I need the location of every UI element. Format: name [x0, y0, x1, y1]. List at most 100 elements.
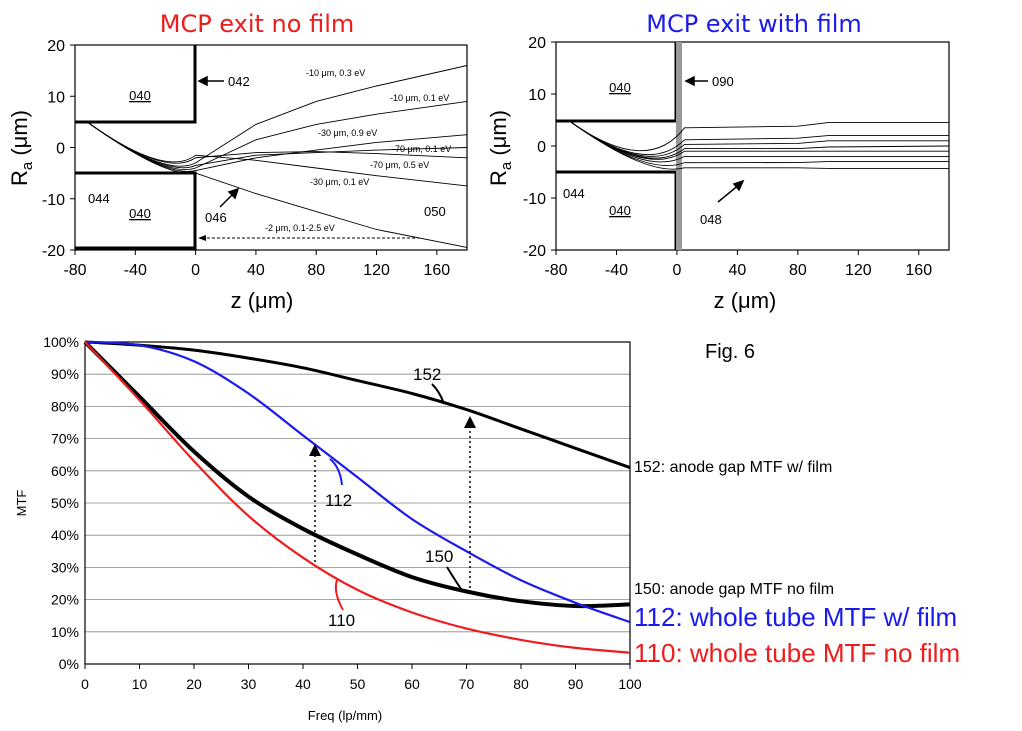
x-tick-label: 0 — [672, 262, 681, 279]
y-tick-label: 90% — [51, 366, 79, 382]
panel-title: MCP exit no film — [160, 10, 355, 38]
x-tick-label: 80 — [513, 676, 529, 692]
x-tick-label: 60 — [404, 676, 420, 692]
x-tick-label: 80 — [307, 262, 325, 279]
x-tick-label: 50 — [350, 676, 366, 692]
panel-no-film: MCP exit no film 040 040 042 044 046 050… — [7, 10, 468, 313]
y-tick-label: 100% — [43, 334, 79, 350]
x-tick-label: 160 — [905, 262, 932, 279]
y-axis-label: Ra (μm) — [7, 110, 36, 186]
mtf-series-line — [84, 340, 631, 624]
label-048: 048 — [700, 212, 722, 227]
axis-ticks: 0% 10% 20% 30% 40% 50% 60% 70% 80% 90% 100% 0 10 20 30… — [43, 334, 642, 692]
x-tick-label: 40 — [728, 262, 746, 279]
x-tick-label: 40 — [247, 262, 265, 279]
y-tick-label: 20 — [47, 38, 65, 55]
y-tick-label: 80% — [51, 398, 79, 414]
traj-label: -10 μm, 0.3 eV — [306, 68, 365, 78]
gridlines — [85, 341, 630, 665]
callout-ticks — [329, 383, 462, 611]
y-tick-label: 70% — [51, 431, 79, 447]
traj-label: -30 μm, 0.1 eV — [310, 177, 369, 187]
trajectory-line — [567, 119, 949, 155]
curve-label-150: 150 — [425, 547, 453, 566]
x-tick-label: 120 — [363, 262, 390, 279]
label-040-top: 040 — [609, 80, 631, 95]
x-tick-label: 0 — [81, 676, 89, 692]
label-044: 044 — [563, 186, 585, 201]
mtf-series-line — [83, 340, 631, 609]
curve-label-152: 152 — [413, 365, 441, 384]
legend-112: 112: whole tube MTF w/ film — [634, 602, 957, 632]
x-tick-label: -40 — [124, 262, 147, 279]
label-090: 090 — [712, 74, 734, 89]
label-046: 046 — [205, 210, 227, 225]
x-tick-label: 10 — [132, 676, 148, 692]
label-040-top: 040 — [129, 88, 151, 103]
label-050: 050 — [424, 204, 446, 219]
legend-150: 150: anode gap MTF no film — [634, 581, 834, 598]
annotation-arrows — [197, 75, 240, 208]
label-044: 044 — [88, 191, 110, 206]
mtf-chart: 0% 10% 20% 30% 40% 50% 60% 70% 80% 90% 100% 0 10 20 30… — [14, 334, 960, 723]
x-tick-label: 120 — [845, 262, 872, 279]
x-tick-label: 100 — [618, 676, 642, 692]
curve-label-110: 110 — [328, 611, 355, 630]
y-tick-label: 50% — [51, 495, 79, 511]
x-axis-label: Freq (lp/mm) — [308, 708, 382, 723]
traj-label: -70 μm, 0.5 eV — [370, 160, 429, 170]
y-tick-label: -20 — [523, 243, 546, 260]
improvement-arrows — [314, 424, 471, 588]
y-tick-label: 10 — [47, 89, 65, 106]
y-tick-label: -10 — [42, 192, 65, 209]
x-tick-label: -80 — [63, 262, 86, 279]
x-tick-label: 0 — [191, 262, 200, 279]
x-tick-label: -40 — [605, 262, 628, 279]
traj-label: -10 μm, 0.1 eV — [390, 93, 449, 103]
annotation-arrows — [684, 75, 745, 203]
y-tick-label: 0 — [56, 141, 65, 158]
x-axis-label: z (μm) — [231, 288, 294, 313]
traj-label: -30 μm, 0.9 eV — [318, 128, 377, 138]
legend-152: 152: anode gap MTF w/ film — [634, 459, 832, 476]
trajectories — [86, 65, 468, 248]
y-axis-label: MTF — [14, 490, 29, 517]
panel-title: MCP exit with film — [646, 10, 862, 38]
x-tick-label: 70 — [459, 676, 475, 692]
panel-with-film: MCP exit with film 040 040 090 044 048 -… — [486, 10, 950, 313]
y-tick-label: -10 — [523, 191, 546, 208]
x-tick-label: 80 — [789, 262, 807, 279]
y-axis-label: Ra (μm) — [486, 110, 515, 186]
x-tick-label: 40 — [295, 676, 311, 692]
mtf-series-line — [84, 340, 631, 470]
label-040-bottom: 040 — [129, 206, 151, 221]
x-tick-label: 90 — [568, 676, 584, 692]
x-tick-label: 20 — [186, 676, 202, 692]
x-axis-label: z (μm) — [714, 288, 777, 313]
y-tick-label: 20% — [51, 592, 79, 608]
x-tick-label: 30 — [241, 676, 257, 692]
x-tick-label: 160 — [423, 262, 450, 279]
mtf-series-line — [84, 341, 631, 654]
y-tick-label: 10 — [528, 87, 546, 104]
trajectory-line — [86, 121, 468, 248]
y-tick-label: 40% — [51, 527, 79, 543]
trajectory-line — [567, 119, 949, 170]
y-tick-label: 20 — [528, 35, 546, 52]
figure-label: Fig. 6 — [705, 341, 755, 363]
y-tick-label: 30% — [51, 559, 79, 575]
curve-label-112: 112 — [325, 491, 352, 510]
film — [676, 42, 682, 250]
y-tick-label: 0 — [537, 139, 546, 156]
trajectories — [567, 119, 950, 170]
y-tick-label: -20 — [42, 243, 65, 260]
x-tick-label: -80 — [544, 262, 567, 279]
label-042: 042 — [228, 74, 250, 89]
y-tick-label: 10% — [51, 624, 79, 640]
y-tick-label: 0% — [59, 656, 79, 672]
y-tick-label: 60% — [51, 463, 79, 479]
label-040-bottom: 040 — [609, 203, 631, 218]
